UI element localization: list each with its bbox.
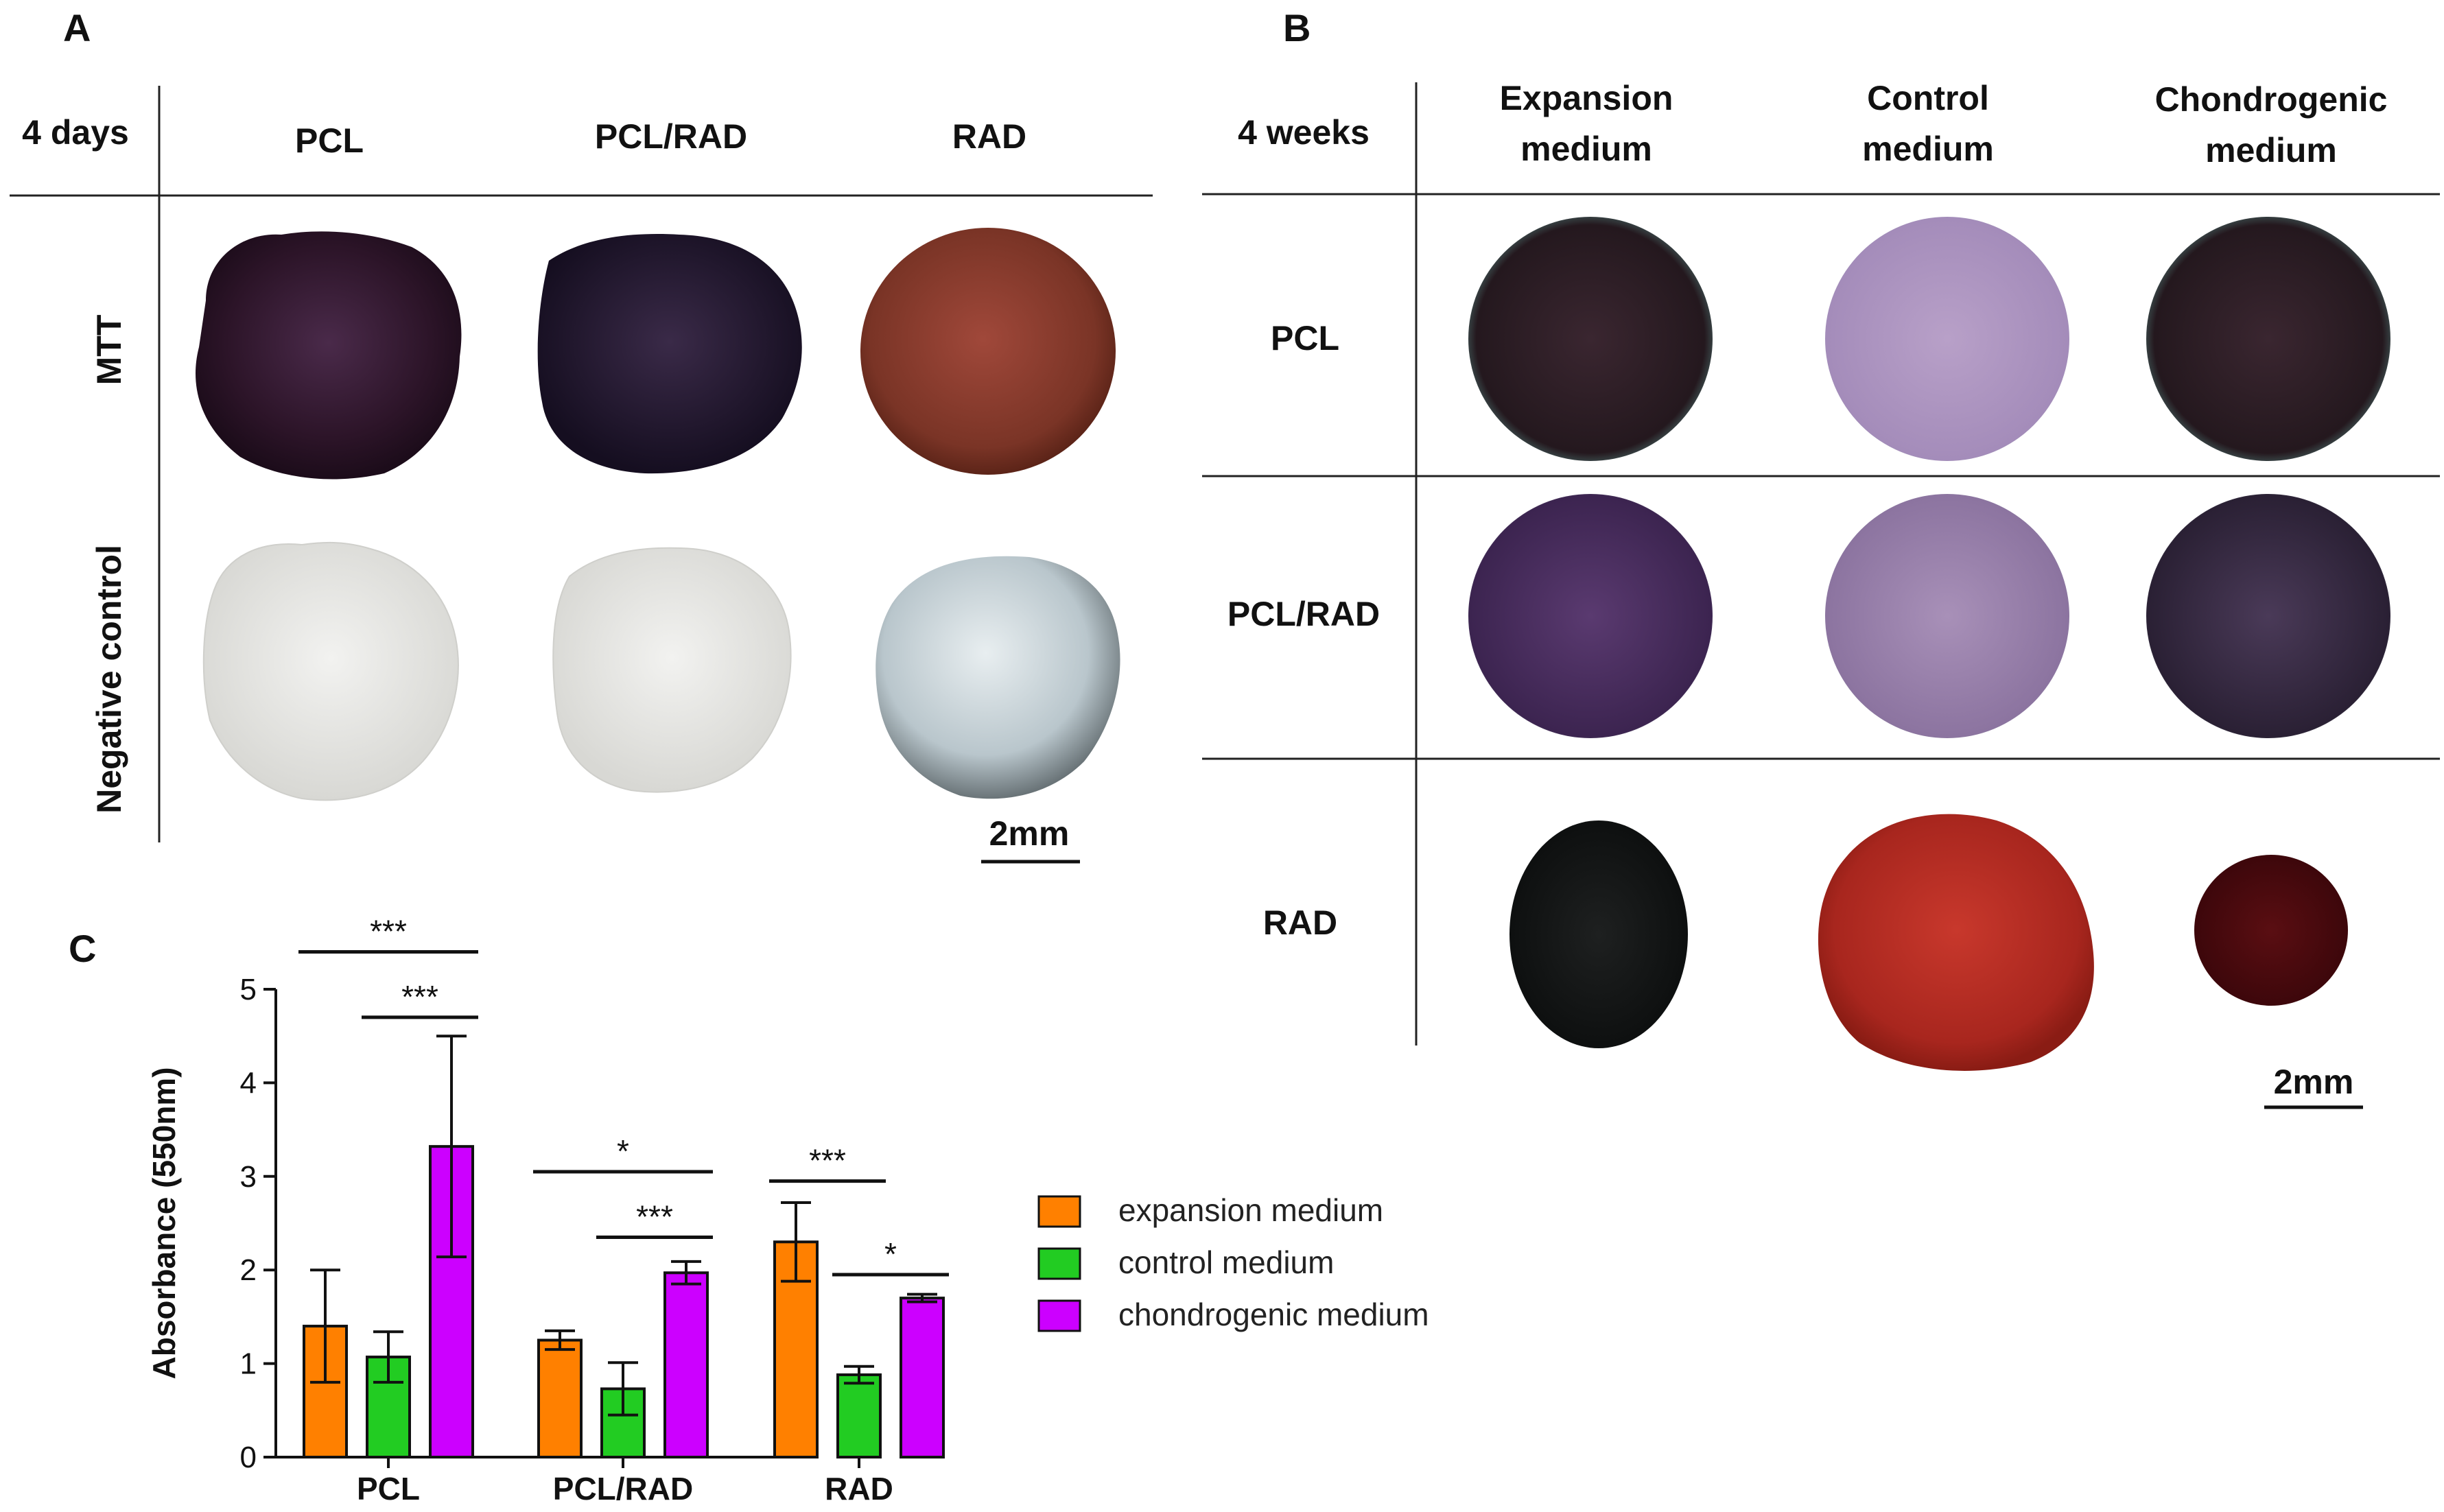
significance-label: ***: [370, 913, 407, 949]
significance-label: ***: [401, 979, 438, 1015]
x-tick-label: PCL: [357, 1471, 420, 1507]
panel-c-letter: C: [69, 927, 96, 970]
y-tick-label: 1: [240, 1347, 257, 1381]
legend-swatch: [1037, 1247, 1081, 1280]
y-axis-label: Absorbance (550nm): [146, 1067, 182, 1379]
panel-b-col-chondrogenic-line1: Chondrogenic: [2155, 80, 2388, 119]
panel-b-col-chondrogenic-line2: medium: [2205, 131, 2337, 169]
panel-b-row-rad: RAD: [1263, 903, 1337, 942]
bar: [537, 1338, 583, 1458]
sample-image-pcl-control: [1825, 217, 2069, 461]
bar: [663, 1271, 709, 1458]
panel-b-corner-label: 4 weeks: [1238, 113, 1370, 152]
panel-a-row-negative-control: Negative control: [90, 545, 128, 814]
sample-image-pcl-negative-control: [202, 541, 459, 801]
significance-label: ***: [809, 1143, 846, 1179]
x-tick-label: RAD: [825, 1471, 893, 1507]
x-tick-label: PCL/RAD: [553, 1471, 693, 1507]
panel-a-col-pcl: PCL: [295, 121, 364, 160]
panel-b-scale-label: 2mm: [2274, 1063, 2354, 1101]
legend-swatch: [1037, 1299, 1081, 1332]
y-tick-label: 2: [240, 1253, 257, 1287]
panel-b-letter: B: [1283, 6, 1311, 49]
sample-image-pcl-rad-mtt-4d: [537, 234, 802, 474]
panel-a-letter: A: [63, 6, 91, 49]
legend-label: expansion medium: [1118, 1192, 1383, 1228]
sample-image-rad-expansion: [1509, 820, 1688, 1048]
panel-a-col-pcl-rad: PCL/RAD: [595, 117, 747, 156]
sample-image-pcl-mtt-4d: [196, 231, 462, 480]
significance-label: *: [617, 1133, 629, 1169]
panel-a-corner-label: 4 days: [22, 113, 129, 152]
sample-image-pcl-rad-expansion: [1468, 494, 1713, 738]
panel-b-col-control-line2: medium: [1862, 130, 1994, 168]
sample-image-pcl-rad-control: [1825, 494, 2069, 738]
panel-b-col-expansion-line2: medium: [1520, 130, 1652, 168]
significance-label: *: [884, 1236, 897, 1272]
panel-a-scale-label: 2mm: [989, 814, 1070, 853]
panel-a-row-mtt: MTT: [90, 315, 128, 386]
chart-legend: expansion medium control medium chondrogen…: [1037, 1192, 1429, 1332]
panel-b-row-pcl: PCL: [1271, 319, 1339, 357]
y-tick-label: 4: [240, 1066, 257, 1100]
panel-b-col-control-line1: Control: [1867, 79, 1989, 117]
bar: [836, 1373, 882, 1459]
sample-image-rad-mtt-4d: [860, 228, 1116, 475]
sample-image-rad-chondrogenic: [2194, 855, 2348, 1006]
sample-image-pcl-chondrogenic: [2146, 217, 2390, 461]
sample-image-rad-control: [1818, 814, 2094, 1071]
panel-b-row-pcl-rad: PCL/RAD: [1227, 595, 1380, 633]
legend-label: chondrogenic medium: [1118, 1297, 1429, 1332]
significance-label: ***: [636, 1198, 673, 1234]
y-tick-label: 5: [240, 973, 257, 1006]
panel-b-col-expansion-line1: Expansion: [1500, 79, 1673, 117]
y-tick-label: 0: [240, 1441, 257, 1474]
sample-image-rad-negative-control: [876, 556, 1120, 799]
legend-swatch: [1037, 1195, 1081, 1228]
sample-image-pcl-rad-chondrogenic: [2146, 494, 2390, 738]
bar: [900, 1297, 945, 1458]
sample-image-pcl-rad-negative-control: [552, 547, 792, 793]
legend-label: control medium: [1118, 1244, 1334, 1280]
y-tick-label: 3: [240, 1160, 257, 1194]
panel-a-col-rad: RAD: [952, 117, 1026, 156]
sample-image-pcl-expansion: [1468, 217, 1713, 461]
